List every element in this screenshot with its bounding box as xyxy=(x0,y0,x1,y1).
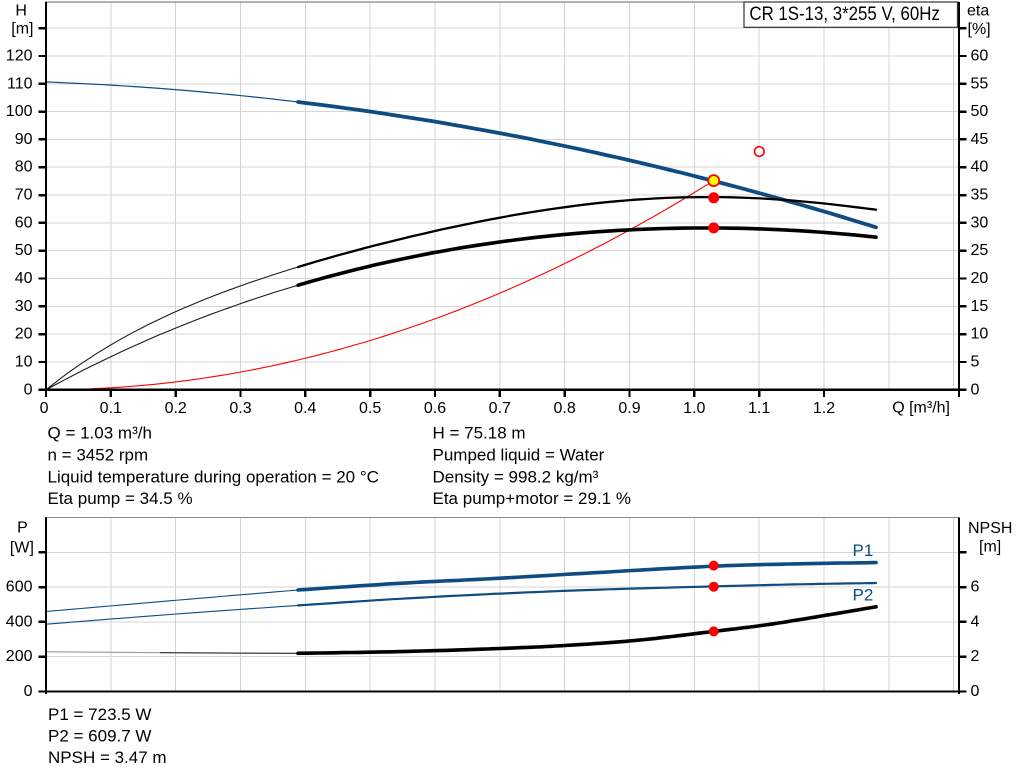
svg-text:CR 1S-13, 3*255 V, 60Hz: CR 1S-13, 3*255 V, 60Hz xyxy=(749,4,940,25)
svg-text:60: 60 xyxy=(15,214,33,231)
svg-text:0.8: 0.8 xyxy=(553,400,575,417)
svg-text:0.7: 0.7 xyxy=(489,400,511,417)
svg-text:Eta pump+motor = 29.1 %: Eta pump+motor = 29.1 % xyxy=(433,489,631,508)
svg-text:120: 120 xyxy=(6,48,33,65)
svg-text:40: 40 xyxy=(971,159,989,176)
svg-text:35: 35 xyxy=(971,187,989,204)
svg-text:20: 20 xyxy=(15,326,33,343)
svg-text:10: 10 xyxy=(15,354,33,371)
svg-text:P1: P1 xyxy=(853,541,874,560)
svg-text:NPSH = 3.47 m: NPSH = 3.47 m xyxy=(48,748,167,767)
svg-text:4: 4 xyxy=(971,613,980,630)
svg-text:50: 50 xyxy=(15,242,33,259)
svg-text:Q [m³/h]: Q [m³/h] xyxy=(892,400,950,417)
svg-text:0.5: 0.5 xyxy=(359,400,381,417)
svg-text:Density = 998.2 kg/m³: Density = 998.2 kg/m³ xyxy=(433,467,599,486)
svg-text:45: 45 xyxy=(971,131,989,148)
svg-text:100: 100 xyxy=(6,103,33,120)
svg-text:0.9: 0.9 xyxy=(618,400,640,417)
svg-text:0.1: 0.1 xyxy=(100,400,122,417)
svg-text:[W]: [W] xyxy=(10,539,34,556)
svg-text:90: 90 xyxy=(15,131,33,148)
svg-text:[m]: [m] xyxy=(11,21,33,38)
svg-text:60: 60 xyxy=(971,48,989,65)
svg-text:600: 600 xyxy=(6,579,33,596)
svg-text:1.0: 1.0 xyxy=(683,400,705,417)
svg-text:H = 75.18 m: H = 75.18 m xyxy=(433,424,526,443)
svg-text:1.2: 1.2 xyxy=(813,400,835,417)
svg-text:6: 6 xyxy=(971,579,980,596)
svg-text:0.2: 0.2 xyxy=(165,400,187,417)
svg-text:50: 50 xyxy=(971,103,989,120)
svg-text:15: 15 xyxy=(971,298,989,315)
svg-text:5: 5 xyxy=(971,354,980,371)
svg-text:200: 200 xyxy=(6,648,33,665)
svg-text:0: 0 xyxy=(24,683,33,700)
svg-text:0: 0 xyxy=(971,381,980,398)
svg-text:NPSH: NPSH xyxy=(968,520,1012,537)
svg-text:400: 400 xyxy=(6,613,33,630)
svg-text:[%]: [%] xyxy=(968,21,991,38)
svg-text:25: 25 xyxy=(971,242,989,259)
svg-text:Eta pump = 34.5 %: Eta pump = 34.5 % xyxy=(48,489,193,508)
svg-text:30: 30 xyxy=(971,214,989,231)
svg-text:eta: eta xyxy=(967,2,989,19)
svg-text:0: 0 xyxy=(971,683,980,700)
svg-text:30: 30 xyxy=(15,298,33,315)
svg-text:0: 0 xyxy=(40,400,49,417)
svg-text:0.4: 0.4 xyxy=(294,400,316,417)
svg-text:P2 = 609.7 W: P2 = 609.7 W xyxy=(48,726,151,745)
svg-text:Liquid temperature during oper: Liquid temperature during operation = 20… xyxy=(48,467,379,486)
svg-text:P: P xyxy=(17,520,28,537)
svg-text:20: 20 xyxy=(971,270,989,287)
svg-text:[m]: [m] xyxy=(979,538,1001,555)
svg-text:n = 3452 rpm: n = 3452 rpm xyxy=(48,446,149,465)
svg-text:P2: P2 xyxy=(853,586,874,605)
svg-text:110: 110 xyxy=(7,75,33,92)
svg-text:P1 = 723.5 W: P1 = 723.5 W xyxy=(48,705,151,724)
svg-text:0.6: 0.6 xyxy=(424,400,446,417)
svg-text:55: 55 xyxy=(971,75,989,92)
svg-text:70: 70 xyxy=(15,187,33,204)
svg-text:0.3: 0.3 xyxy=(229,400,251,417)
svg-text:40: 40 xyxy=(15,270,33,287)
svg-text:10: 10 xyxy=(971,326,989,343)
svg-text:80: 80 xyxy=(15,159,33,176)
svg-text:1.1: 1.1 xyxy=(748,400,770,417)
svg-text:0: 0 xyxy=(24,381,33,398)
svg-text:H: H xyxy=(15,2,27,19)
svg-text:2: 2 xyxy=(971,648,980,665)
svg-text:Q = 1.03 m³/h: Q = 1.03 m³/h xyxy=(48,424,152,443)
svg-text:Pumped liquid = Water: Pumped liquid = Water xyxy=(433,446,605,465)
